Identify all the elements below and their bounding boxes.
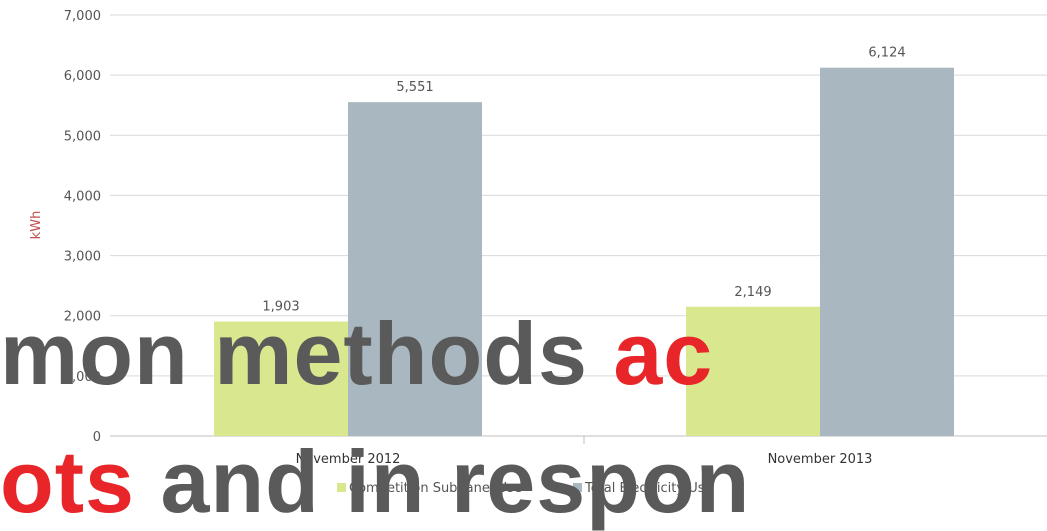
y-tick-label: 6,000	[64, 69, 101, 84]
legend-swatch-subpanel	[337, 483, 346, 492]
overlay-caption-line-2: ots and in respon	[0, 438, 750, 526]
x-category-label: November 2012	[296, 452, 401, 467]
bar-total-2	[820, 67, 954, 436]
y-tick-label: 1,000	[64, 370, 101, 385]
bar-subpanel-2	[686, 306, 820, 436]
bar-chart: 0 1,000 2,000 3,000 4,000 5,000 6,000 7,000 kWh…	[29, 9, 1047, 496]
y-tick-labels: 0 1,000 2,000 3,000 4,000 5,000 6,000 7,000	[64, 9, 101, 445]
x-category-label: November 2013	[768, 452, 873, 467]
y-tick-label: 4,000	[64, 189, 101, 204]
y-axis-title: kWh	[29, 211, 44, 240]
data-label: 1,903	[262, 300, 299, 315]
legend-swatch-total	[573, 483, 582, 492]
y-tick-label: 5,000	[64, 129, 101, 144]
legend: Competition Subpanel Use Total Electrici…	[337, 481, 713, 496]
overlay-text-gray: mon methods	[0, 304, 614, 403]
category-labels: November 2012 November 2013	[296, 452, 873, 467]
legend-label-total: Total Electricity Use	[584, 481, 713, 496]
bar-total-1	[348, 102, 482, 436]
overlay-text-red: ac	[613, 304, 714, 403]
overlay-text-red: ots	[0, 432, 135, 531]
data-labels: 1,903 5,551 2,149 6,124	[262, 46, 905, 315]
bar-subpanel-1	[214, 321, 348, 436]
data-label: 6,124	[868, 46, 905, 61]
overlay-text-gray: and in respon	[135, 432, 751, 531]
data-label: 5,551	[396, 80, 433, 95]
legend-label-subpanel: Competition Subpanel Use	[349, 481, 522, 496]
y-tick-label: 0	[93, 430, 101, 445]
overlay-caption-line-1: mon methods ac	[0, 310, 713, 398]
y-tick-label: 2,000	[64, 310, 101, 325]
y-tick-label: 3,000	[64, 250, 101, 265]
y-tick-label: 7,000	[64, 9, 101, 24]
gridlines	[110, 14, 1047, 377]
bars	[214, 67, 954, 436]
data-label: 2,149	[734, 285, 771, 300]
